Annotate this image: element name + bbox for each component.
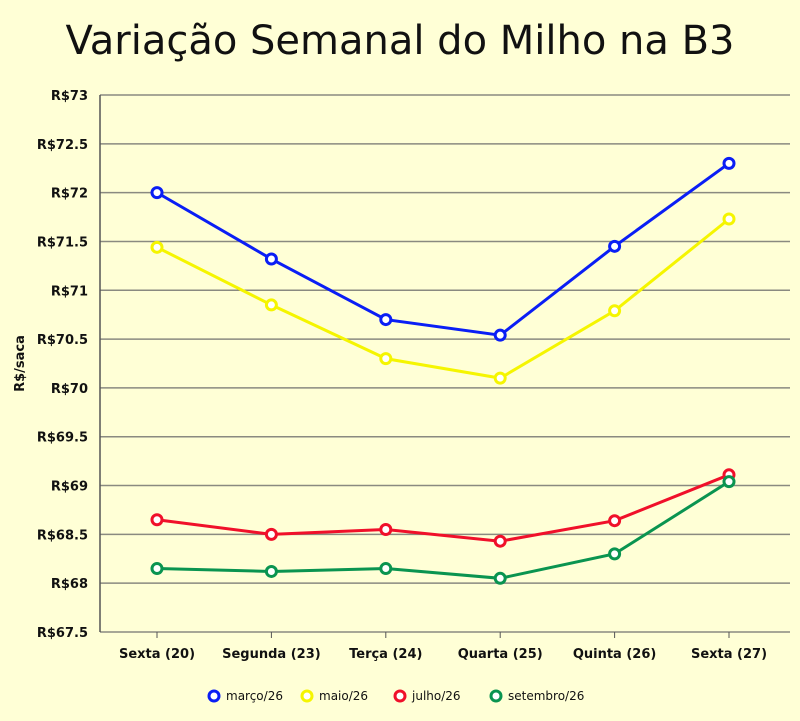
data-point (379, 313, 393, 327)
data-point (379, 562, 393, 576)
legend-marker (489, 689, 503, 703)
y-tick-label: R$73 (51, 89, 88, 104)
data-point (150, 513, 164, 527)
data-point (150, 562, 164, 576)
data-point (722, 156, 736, 170)
data-point (608, 547, 622, 561)
data-point (493, 328, 507, 342)
y-tick-label: R$70.5 (37, 333, 88, 348)
y-axis-label: R$/saca (13, 335, 28, 392)
x-tick-label: Quinta (26) (573, 647, 657, 662)
legend-marker (207, 689, 221, 703)
data-point (493, 371, 507, 385)
y-tick-label: R$68 (51, 577, 88, 592)
legend-label: maio/26 (319, 689, 368, 703)
y-tick-label: R$67.5 (37, 626, 88, 641)
data-point (264, 298, 278, 312)
data-point (608, 304, 622, 318)
y-tick-label: R$68.5 (37, 528, 88, 543)
x-tick-label: Sexta (27) (691, 647, 767, 662)
series-line-setembro/26 (156, 480, 730, 580)
data-point (264, 527, 278, 541)
y-tick-label: R$72 (51, 187, 88, 202)
x-tick-label: Quarta (25) (458, 647, 543, 662)
legend-label: julho/26 (411, 689, 461, 703)
legend-marker (300, 689, 314, 703)
series-line-maio/26 (156, 217, 730, 380)
x-tick-label: Segunda (23) (222, 647, 321, 662)
data-point (493, 534, 507, 548)
y-tick-label: R$69 (51, 480, 88, 495)
data-point (722, 475, 736, 489)
series-line-março/26 (156, 162, 730, 337)
data-point (150, 186, 164, 200)
data-point (608, 514, 622, 528)
x-tick-label: Sexta (20) (119, 647, 195, 662)
data-point (722, 212, 736, 226)
data-point (150, 240, 164, 254)
data-point (493, 571, 507, 585)
y-tick-label: R$71.5 (37, 235, 88, 250)
data-point (264, 564, 278, 578)
y-tick-label: R$69.5 (37, 431, 88, 446)
y-tick-label: R$71 (51, 284, 88, 299)
y-tick-label: R$70 (51, 382, 88, 397)
y-tick-label: R$72.5 (37, 138, 88, 153)
data-point (379, 522, 393, 536)
legend-label: setembro/26 (508, 689, 584, 703)
data-point (608, 239, 622, 253)
data-point (379, 352, 393, 366)
data-point (264, 252, 278, 266)
chart-title: Variação Semanal do Milho na B3 (65, 18, 735, 64)
legend-marker (393, 689, 407, 703)
legend-label: março/26 (226, 689, 283, 703)
x-tick-label: Terça (24) (349, 647, 422, 662)
series-line-julho/26 (156, 473, 730, 543)
